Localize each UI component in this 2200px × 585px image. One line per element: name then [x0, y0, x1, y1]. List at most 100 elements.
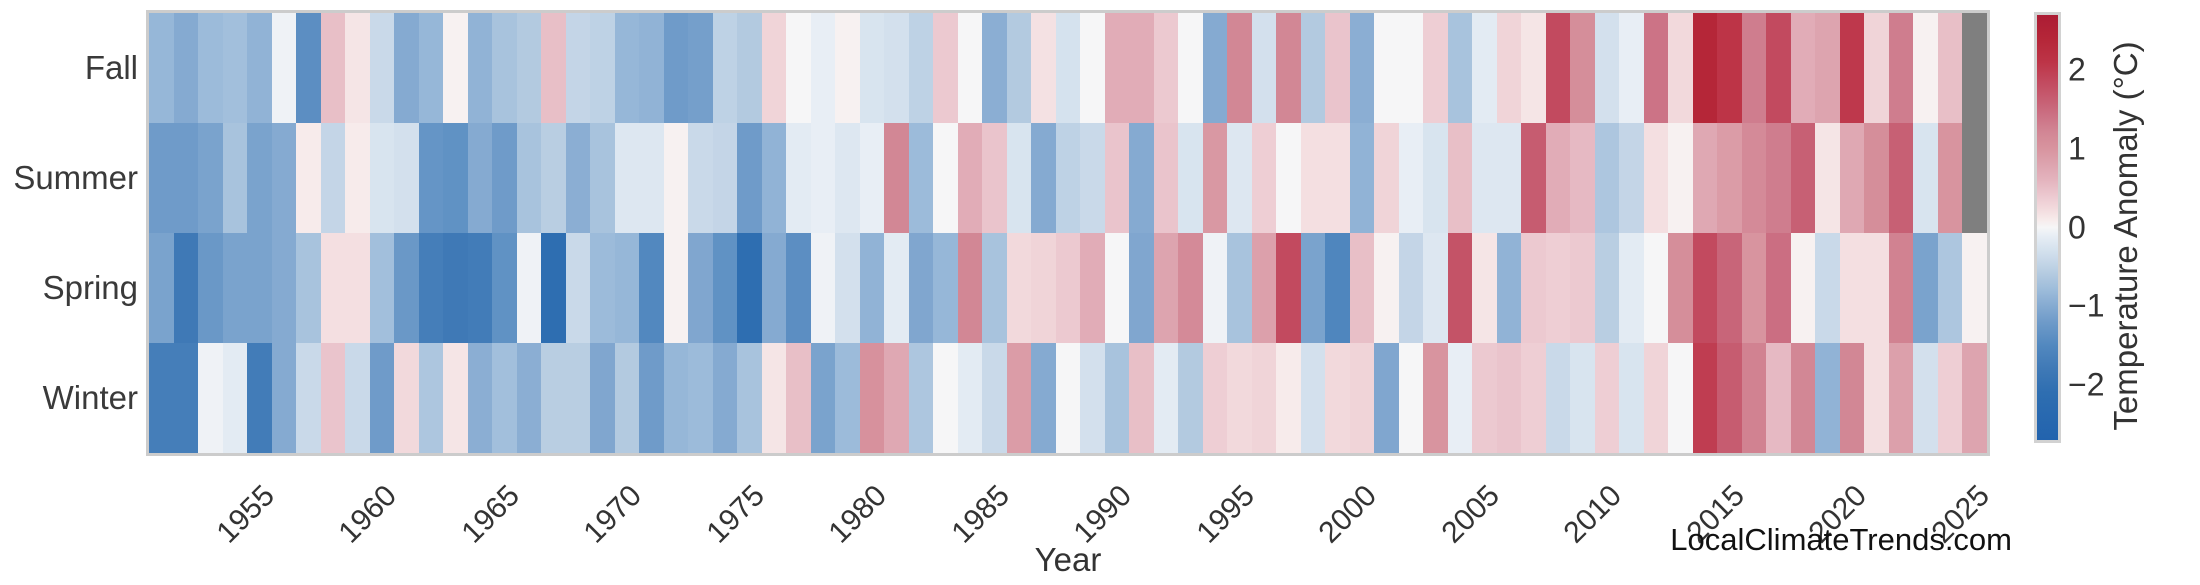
- heatmap-cell: [1300, 13, 1325, 123]
- heatmap-cell: [492, 123, 517, 233]
- heatmap-cell: [1545, 233, 1570, 343]
- heatmap-cell: [198, 343, 223, 453]
- heatmap-cell: [1276, 13, 1301, 123]
- heatmap-cell: [492, 343, 517, 453]
- heatmap-cell: [639, 123, 664, 233]
- heatmap-cell: [1104, 13, 1129, 123]
- heatmap-cell: [1472, 343, 1497, 453]
- heatmap-cell: [1668, 123, 1693, 233]
- heatmap-cell: [1129, 123, 1154, 233]
- heatmap-row-summer: [149, 123, 1987, 233]
- heatmap-cell: [1766, 13, 1791, 123]
- heatmap-cell: [394, 343, 419, 453]
- heatmap-cell: [1619, 13, 1644, 123]
- heatmap-cell: [737, 233, 762, 343]
- x-tick-label: 1975: [700, 478, 771, 550]
- heatmap-cell: [1178, 233, 1203, 343]
- heatmap-cell: [957, 343, 982, 453]
- heatmap-cell: [1864, 233, 1889, 343]
- heatmap-cell: [1349, 13, 1374, 123]
- heatmap-cell: [1521, 13, 1546, 123]
- heatmap-cell: [1055, 13, 1080, 123]
- heatmap-cell: [1643, 343, 1668, 453]
- x-tick-label: 1990: [1067, 478, 1139, 550]
- x-tick-label: 1995: [1190, 478, 1261, 550]
- heatmap-cell: [418, 343, 443, 453]
- heatmap-cell: [1276, 343, 1301, 453]
- heatmap-cell: [1006, 343, 1031, 453]
- heatmap-cell: [1692, 123, 1717, 233]
- heatmap-cell: [173, 13, 198, 123]
- heatmap-cell: [1374, 343, 1399, 453]
- heatmap-cell: [173, 233, 198, 343]
- heatmap-cell: [1962, 123, 1987, 233]
- heatmap-cell: [859, 13, 884, 123]
- heatmap-cell: [688, 233, 713, 343]
- heatmap-cell: [614, 123, 639, 233]
- heatmap-cell: [1962, 233, 1987, 343]
- heatmap-grid: [146, 10, 1990, 456]
- heatmap-cell: [1717, 233, 1742, 343]
- heatmap-cell: [761, 343, 786, 453]
- heatmap-cell: [1864, 343, 1889, 453]
- heatmap-cell: [1570, 233, 1595, 343]
- x-tick-label: 1955: [210, 478, 281, 550]
- heatmap-cell: [1300, 343, 1325, 453]
- heatmap-cell: [320, 13, 345, 123]
- heatmap-cell: [541, 123, 566, 233]
- colorbar-tick-label: −2: [2068, 366, 2105, 403]
- heatmap-cell: [1888, 13, 1913, 123]
- heatmap-cell: [1790, 13, 1815, 123]
- heatmap-cell: [1594, 123, 1619, 233]
- heatmap-cell: [1962, 13, 1987, 123]
- heatmap-cell: [1790, 123, 1815, 233]
- heatmap-cell: [1202, 13, 1227, 123]
- heatmap-cell: [247, 343, 272, 453]
- heatmap-cell: [222, 233, 247, 343]
- heatmap-cell: [516, 343, 541, 453]
- heatmap-cell: [786, 13, 811, 123]
- heatmap-cell: [688, 343, 713, 453]
- heatmap-cell: [1423, 123, 1448, 233]
- heatmap-cell: [810, 343, 835, 453]
- heatmap-cell: [247, 13, 272, 123]
- heatmap-cell: [933, 343, 958, 453]
- heatmap-cell: [443, 233, 468, 343]
- heatmap-cell: [443, 123, 468, 233]
- heatmap-cell: [1031, 13, 1056, 123]
- heatmap-cell: [1080, 123, 1105, 233]
- heatmap-cell: [933, 233, 958, 343]
- heatmap-cell: [247, 233, 272, 343]
- heatmap-cell: [516, 13, 541, 123]
- heatmap-cell: [810, 123, 835, 233]
- heatmap-row-winter: [149, 343, 1987, 453]
- heatmap-cell: [198, 13, 223, 123]
- heatmap-cell: [810, 13, 835, 123]
- heatmap-cell: [614, 13, 639, 123]
- heatmap-cell: [1349, 343, 1374, 453]
- heatmap-cell: [590, 343, 615, 453]
- colorbar-tick-label: 0: [2068, 209, 2086, 245]
- heatmap-cell: [1741, 233, 1766, 343]
- heatmap-cell: [1545, 123, 1570, 233]
- heatmap-cell: [1521, 343, 1546, 453]
- heatmap-cell: [1178, 13, 1203, 123]
- heatmap-cell: [908, 123, 933, 233]
- heatmap-cell: [614, 343, 639, 453]
- heatmap-cell: [761, 233, 786, 343]
- heatmap-cell: [712, 13, 737, 123]
- heatmap-cell: [737, 13, 762, 123]
- heatmap-cell: [1496, 13, 1521, 123]
- heatmap-cell: [1398, 13, 1423, 123]
- heatmap-cell: [982, 343, 1007, 453]
- heatmap-cell: [222, 13, 247, 123]
- heatmap-cell: [1055, 233, 1080, 343]
- heatmap-cell: [149, 13, 174, 123]
- watermark-text: LocalClimateTrends.com: [1670, 522, 2012, 557]
- heatmap-cell: [884, 233, 909, 343]
- heatmap-cell: [369, 13, 394, 123]
- heatmap-cell: [1839, 123, 1864, 233]
- x-tick-label: 2005: [1435, 478, 1506, 550]
- heatmap-cell: [590, 123, 615, 233]
